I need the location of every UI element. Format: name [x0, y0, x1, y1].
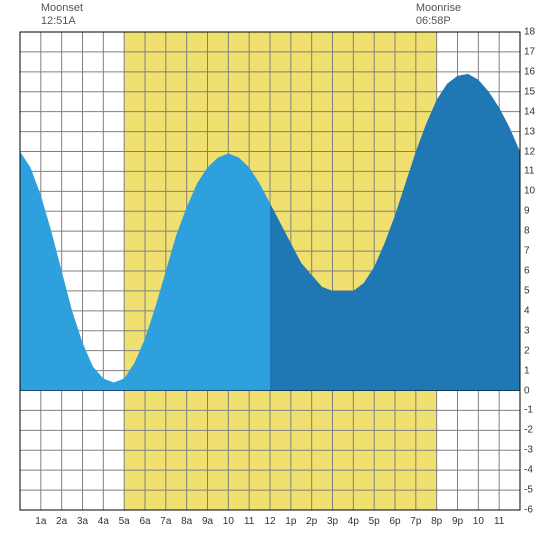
- x-tick-label: 10: [223, 516, 234, 527]
- y-tick-label: 3: [524, 325, 530, 336]
- x-tick-label: 11: [244, 516, 254, 527]
- y-tick-label: -1: [524, 405, 533, 416]
- y-tick-label: 7: [524, 246, 530, 257]
- y-tick-label: 18: [524, 27, 535, 38]
- y-tick-label: -6: [524, 505, 533, 516]
- chart-svg: [0, 0, 550, 550]
- x-tick-label: 1a: [35, 516, 46, 527]
- x-tick-label: 5p: [369, 516, 380, 527]
- x-tick-label: 4p: [348, 516, 359, 527]
- y-tick-label: 16: [524, 66, 535, 77]
- x-tick-label: 4a: [98, 516, 109, 527]
- x-tick-label: 3a: [77, 516, 88, 527]
- x-tick-label: 10: [473, 516, 484, 527]
- x-tick-label: 11: [494, 516, 504, 527]
- x-tick-label: 8p: [431, 516, 442, 527]
- y-tick-label: 17: [524, 46, 535, 57]
- x-tick-label: 6p: [389, 516, 400, 527]
- y-tick-label: -2: [524, 425, 533, 436]
- tide-chart: -6-5-4-3-2-10123456789101112131415161718…: [0, 0, 550, 550]
- moonset-label: Moonset 12:51A: [41, 2, 83, 28]
- x-tick-label: 1p: [285, 516, 296, 527]
- y-tick-label: 6: [524, 266, 530, 277]
- y-tick-label: 12: [524, 146, 535, 157]
- y-tick-label: 5: [524, 285, 530, 296]
- y-tick-label: 4: [524, 305, 530, 316]
- y-tick-label: 10: [524, 186, 535, 197]
- y-tick-label: 15: [524, 86, 535, 97]
- y-tick-label: 11: [524, 166, 534, 177]
- y-tick-label: 2: [524, 345, 530, 356]
- x-tick-label: 2a: [56, 516, 67, 527]
- moonrise-label: Moonrise 06:58P: [416, 2, 461, 28]
- y-tick-label: 14: [524, 106, 535, 117]
- x-tick-label: 12: [264, 516, 275, 527]
- y-tick-label: 8: [524, 226, 530, 237]
- x-tick-label: 6a: [139, 516, 150, 527]
- x-tick-label: 7a: [160, 516, 171, 527]
- y-tick-label: -3: [524, 445, 533, 456]
- x-tick-label: 7p: [410, 516, 421, 527]
- x-tick-label: 3p: [327, 516, 338, 527]
- x-tick-label: 9a: [202, 516, 213, 527]
- y-tick-label: -5: [524, 485, 533, 496]
- y-tick-label: -4: [524, 465, 533, 476]
- y-tick-label: 1: [524, 365, 530, 376]
- y-tick-label: 13: [524, 126, 535, 137]
- x-tick-label: 5a: [119, 516, 130, 527]
- y-tick-label: 9: [524, 206, 530, 217]
- x-tick-label: 8a: [181, 516, 192, 527]
- x-tick-label: 9p: [452, 516, 463, 527]
- y-tick-label: 0: [524, 385, 530, 396]
- x-tick-label: 2p: [306, 516, 317, 527]
